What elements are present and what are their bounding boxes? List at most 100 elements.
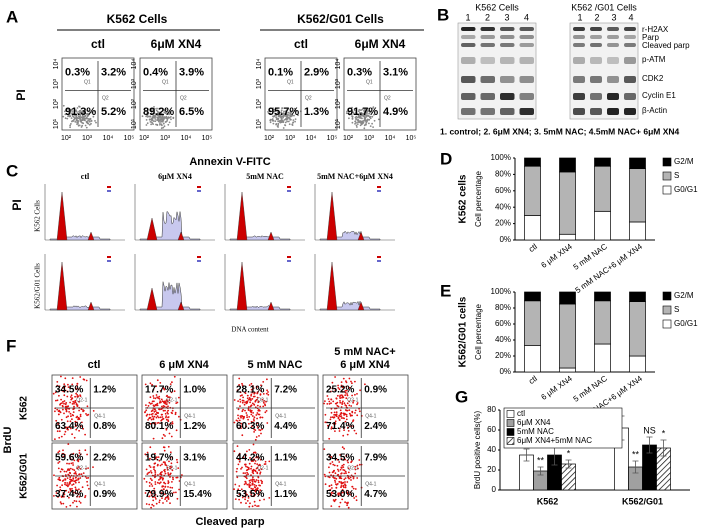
event-dot bbox=[164, 498, 167, 500]
gate-label: Q2-1 bbox=[347, 465, 358, 471]
event-dot bbox=[340, 485, 343, 487]
event-dot bbox=[294, 118, 297, 120]
quadrant-percent: 1.2% bbox=[183, 421, 206, 432]
event-dot bbox=[153, 106, 155, 108]
event-dot bbox=[350, 380, 352, 383]
event-dot bbox=[295, 110, 298, 112]
event-dot bbox=[90, 120, 93, 122]
event-dot bbox=[343, 486, 345, 489]
event-dot bbox=[355, 124, 358, 127]
event-dot bbox=[341, 386, 344, 389]
event-dot bbox=[165, 415, 168, 417]
blot-band bbox=[607, 93, 619, 100]
event-dot bbox=[164, 493, 166, 496]
event-dot bbox=[247, 418, 250, 421]
event-dot bbox=[176, 476, 179, 479]
event-dot bbox=[288, 117, 291, 120]
x-tick-label: 10⁵ bbox=[327, 135, 338, 142]
event-dot bbox=[146, 473, 149, 475]
event-dot bbox=[346, 459, 349, 462]
event-dot bbox=[154, 493, 157, 496]
event-dot bbox=[352, 111, 355, 114]
event-dot bbox=[55, 492, 58, 494]
event-dot bbox=[71, 110, 74, 112]
event-dot bbox=[151, 119, 154, 121]
gate-label: Q2-1 bbox=[257, 465, 268, 471]
event-dot bbox=[242, 417, 245, 420]
event-dot bbox=[238, 460, 241, 463]
x-tick-label: K562 bbox=[537, 496, 559, 506]
bar-segment bbox=[524, 291, 541, 302]
event-dot bbox=[58, 427, 60, 430]
event-dot bbox=[255, 484, 258, 487]
axis-label: Cell percentage bbox=[474, 303, 483, 360]
event-dot bbox=[169, 486, 172, 489]
event-dot bbox=[88, 112, 91, 114]
event-dot bbox=[145, 414, 148, 417]
event-dot bbox=[161, 405, 163, 408]
event-dot bbox=[249, 457, 251, 459]
event-dot bbox=[356, 113, 359, 115]
event-dot bbox=[342, 466, 345, 468]
event-dot bbox=[161, 400, 164, 403]
event-dot bbox=[289, 112, 292, 115]
event-dot bbox=[279, 114, 281, 116]
event-dot bbox=[342, 417, 344, 419]
event-dot bbox=[62, 479, 65, 482]
quadrant-percent: 1.0% bbox=[183, 384, 206, 395]
event-dot bbox=[356, 414, 359, 417]
event-dot bbox=[280, 109, 283, 112]
blot-band bbox=[590, 27, 602, 31]
legend-swatch bbox=[107, 186, 111, 188]
event-dot bbox=[363, 124, 366, 127]
event-dot bbox=[244, 409, 246, 412]
event-dot bbox=[150, 483, 153, 485]
event-dot bbox=[371, 122, 373, 125]
gate-label: Q2-1 bbox=[257, 397, 268, 403]
event-dot bbox=[256, 466, 259, 469]
event-dot bbox=[159, 400, 162, 402]
event-dot bbox=[92, 466, 94, 468]
y-tick-label: 10² bbox=[335, 98, 342, 109]
event-dot bbox=[70, 453, 73, 456]
gate-label: Q2-1 bbox=[166, 397, 177, 403]
event-dot bbox=[81, 114, 84, 117]
event-dot bbox=[160, 408, 163, 410]
event-dot bbox=[250, 413, 253, 416]
event-dot bbox=[332, 492, 334, 494]
event-dot bbox=[284, 113, 287, 116]
bar-segment bbox=[559, 291, 576, 305]
bar-segment bbox=[594, 343, 611, 373]
event-dot bbox=[170, 462, 173, 465]
event-dot bbox=[68, 496, 70, 499]
y-tick-label: 10¹ bbox=[256, 118, 263, 129]
event-dot bbox=[154, 471, 157, 473]
event-dot bbox=[372, 107, 374, 110]
event-dot bbox=[69, 478, 71, 481]
event-dot bbox=[75, 500, 78, 503]
event-dot bbox=[356, 126, 358, 128]
event-dot bbox=[339, 501, 342, 504]
event-dot bbox=[262, 401, 265, 404]
event-dot bbox=[160, 113, 163, 115]
event-dot bbox=[253, 431, 256, 433]
event-dot bbox=[346, 394, 349, 397]
quadrant-percent: 4.9% bbox=[383, 106, 408, 118]
event-dot bbox=[63, 433, 66, 436]
event-dot bbox=[171, 422, 174, 425]
legend-swatch bbox=[662, 305, 672, 315]
event-dot bbox=[351, 414, 353, 417]
blot-band bbox=[519, 43, 534, 47]
x-tick-label: 10⁴ bbox=[385, 135, 396, 142]
event-dot bbox=[163, 405, 166, 408]
panel-label: A bbox=[6, 7, 18, 26]
event-dot bbox=[292, 119, 295, 121]
event-dot bbox=[155, 498, 157, 500]
blot-band bbox=[500, 108, 515, 115]
event-dot bbox=[84, 449, 87, 452]
event-dot bbox=[241, 415, 244, 417]
error-bar bbox=[523, 448, 530, 462]
event-dot bbox=[148, 471, 151, 474]
quadrant-percent: 0.8% bbox=[93, 421, 116, 432]
event-dot bbox=[79, 502, 82, 504]
